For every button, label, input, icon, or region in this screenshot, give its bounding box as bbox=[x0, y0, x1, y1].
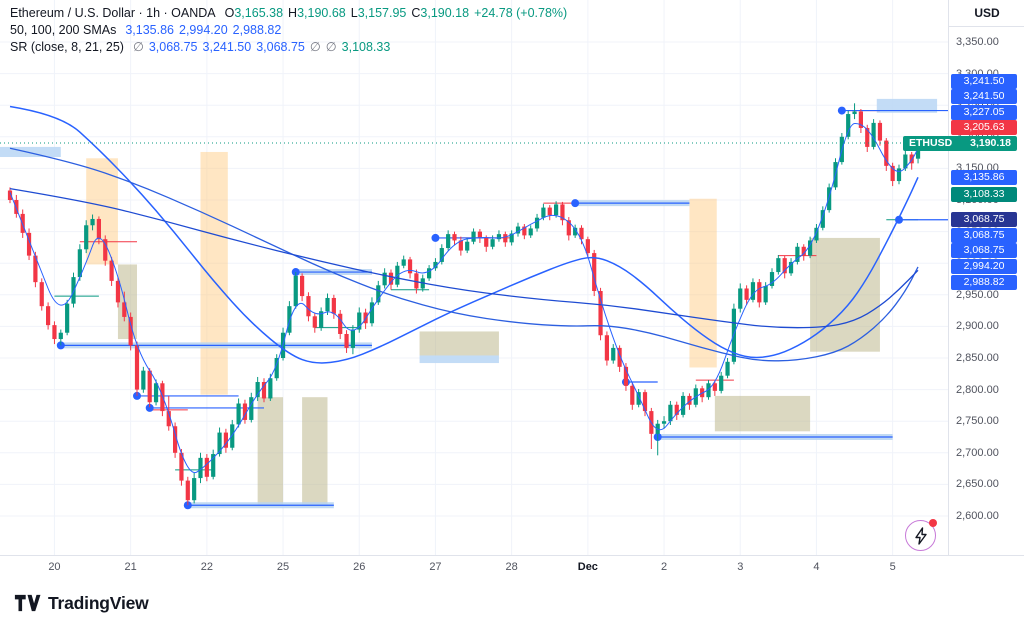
price-label-badge: 2,988.82 bbox=[951, 274, 1017, 290]
price-tick: 2,650.00 bbox=[956, 478, 999, 491]
price-label-badge: 3,135.86 bbox=[951, 169, 1017, 185]
price-tick: 2,900.00 bbox=[956, 320, 999, 333]
time-scale[interactable]: 20 21 22 25 26 27 28 Dec 2 3 4 5 bbox=[0, 555, 1024, 580]
sr-legend-values: ∅ 3,068.75 3,241.50 3,068.75 ∅ ∅ 3,108.33 bbox=[132, 40, 391, 54]
time-label: 20 bbox=[48, 561, 61, 573]
price-label-badge: 3,205.63 bbox=[951, 120, 1017, 135]
sma-indicator-title[interactable]: 50, 100, 200 SMAs bbox=[10, 23, 117, 37]
sr-indicator-title[interactable]: SR (close, 8, 21, 25) bbox=[10, 40, 124, 54]
price-scale-currency[interactable]: USD bbox=[949, 0, 1024, 27]
footer-bar: TradingView bbox=[0, 579, 1024, 627]
time-label: 26 bbox=[353, 561, 366, 573]
time-label: 21 bbox=[124, 561, 137, 573]
sma-layer bbox=[9, 105, 919, 474]
currency-label: USD bbox=[974, 6, 1000, 20]
price-scale[interactable]: USD 3,350.003,300.003,250.003,200.003,15… bbox=[903, 0, 1024, 555]
price-label-badge: 3,227.05 bbox=[951, 104, 1017, 120]
price-label-badge: 3,068.75 bbox=[951, 212, 1017, 228]
zones-layer bbox=[0, 98, 938, 505]
symbol-legend-row[interactable]: Ethereum / U.S. Dollar · 1h · OANDA O3,1… bbox=[10, 5, 567, 22]
candlestick-chart[interactable] bbox=[0, 0, 948, 555]
price-label-badge: 3,068.75 bbox=[951, 243, 1017, 259]
last-price-value: 3,190.18 bbox=[970, 136, 1011, 149]
price-tick: 2,750.00 bbox=[956, 415, 999, 428]
symbol-ticker: ETHUSD bbox=[909, 136, 953, 149]
price-label-badge: 3,241.50 bbox=[951, 89, 1017, 104]
price-tick: 2,850.00 bbox=[956, 352, 999, 364]
time-label: 4 bbox=[813, 561, 820, 573]
time-label: 27 bbox=[429, 561, 442, 573]
price-tick: 3,350.00 bbox=[956, 36, 999, 48]
price-label-badge: 3,068.75 bbox=[951, 227, 1017, 243]
time-label: 2 bbox=[660, 561, 668, 573]
notification-dot bbox=[929, 519, 937, 527]
sma-legend-values: 3,135.86 2,994.20 2,988.82 bbox=[125, 23, 282, 37]
price-label-badge: 3,241.50 bbox=[951, 73, 1017, 89]
sma-legend-row[interactable]: 50, 100, 200 SMAs 3,135.86 2,994.20 2,988.… bbox=[10, 22, 567, 39]
time-label: 25 bbox=[276, 561, 290, 573]
price-label-badge: 2,994.20 bbox=[951, 259, 1017, 275]
tradingview-logo[interactable] bbox=[14, 593, 41, 613]
time-label: 22 bbox=[200, 561, 213, 573]
grid-layer bbox=[0, 0, 948, 555]
alert-lightning-button[interactable] bbox=[905, 519, 937, 551]
price-tick: 2,700.00 bbox=[956, 446, 999, 459]
brand-name[interactable]: TradingView bbox=[48, 592, 149, 613]
time-label: Dec bbox=[577, 561, 598, 573]
symbol-title[interactable]: Ethereum / U.S. Dollar · 1h · OANDA bbox=[10, 6, 216, 20]
time-label: 28 bbox=[505, 561, 518, 573]
sr-legend-row[interactable]: SR (close, 8, 21, 25) ∅ 3,068.75 3,241.50 3… bbox=[10, 39, 567, 56]
time-label: 5 bbox=[889, 561, 896, 573]
time-label: 3 bbox=[737, 561, 744, 573]
price-tick: 2,600.00 bbox=[956, 510, 999, 522]
legend: Ethereum / U.S. Dollar · 1h · OANDA O3,1… bbox=[10, 5, 567, 56]
candles-layer bbox=[7, 103, 921, 506]
legend-ohlc: O3,165.38 H3,190.68 L3,157.95 C3,190.18 +24.… bbox=[224, 6, 568, 20]
price-tick: 2,800.00 bbox=[956, 383, 999, 396]
lightning-icon bbox=[914, 526, 927, 545]
chart-region: Ethereum / U.S. Dollar · 1h · OANDA O3,1… bbox=[0, 0, 1024, 555]
price-tick: 2,950.00 bbox=[956, 288, 999, 301]
price-label-badge: 3,108.33 bbox=[951, 187, 1017, 203]
last-price-badge: ETHUSD 3,190.18 bbox=[903, 135, 1017, 151]
